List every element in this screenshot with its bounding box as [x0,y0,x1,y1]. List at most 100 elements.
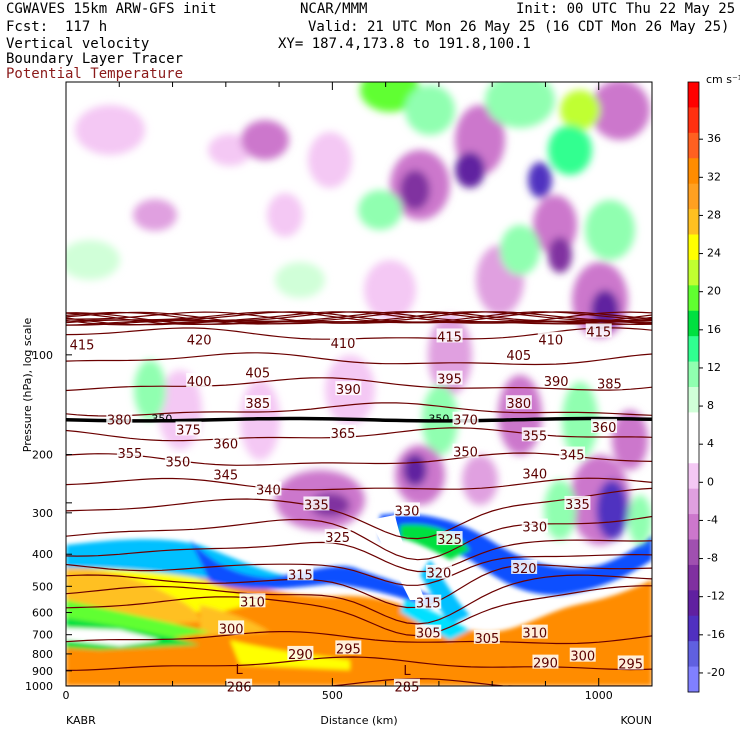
x-tick-label: 0 [63,689,70,702]
theta-label: 385 [597,377,622,392]
label-background [330,424,357,439]
colorbar-swatch [688,590,699,617]
label-background [218,620,245,635]
label-background [521,518,548,533]
model-title: CGWAVES 15km ARW-GFS init [6,1,217,17]
colorbar: 36 32 28 24 20 16 12 8 4 0 -4 -8 -12 -16 -20 [687,81,725,693]
theta-contour [66,477,652,491]
right-endpoint-label: KOUN [620,714,652,727]
label-background [212,466,239,481]
theta-label: 360 [213,437,238,452]
colorbar-swatch [688,564,699,591]
theta-contour [66,311,652,324]
plot-area [66,82,652,686]
y-tick-label: 300 [32,507,53,520]
theta-label: 290 [533,657,558,672]
colorbar-swatch [688,488,699,515]
field-name-vertical-velocity: Vertical velocity [6,36,150,52]
theta-label: 390 [544,375,569,390]
label-background [287,566,314,581]
label-background [116,445,143,460]
label-background [186,373,213,388]
boundary-layer-tracer-field [66,513,652,686]
label-background [425,564,452,579]
colorbar-tick-label: 28 [707,208,721,221]
y-axis-label: Pressure (hPa), log scale [21,318,34,453]
theta-label: 295 [336,642,361,657]
label-background [287,645,314,660]
label-background [473,629,500,644]
theta-label: 335 [304,498,329,513]
theta-label: 340 [522,467,547,482]
colorbar-tick-label: 32 [707,170,721,183]
theta-label: 405 [506,349,531,364]
colorbar-tick-label: 24 [707,247,721,260]
colorbar-swatch [688,412,699,439]
theta-contour [66,564,652,609]
theta-contour [66,311,652,326]
theta-label: 405 [245,366,270,381]
theta-contour [66,539,652,573]
label-background [303,496,330,511]
y-tick-label: 200 [32,449,53,462]
colorbar-swatch [688,463,699,490]
theta-label: 365 [331,427,356,442]
label-background [521,624,548,639]
x-axis-label: Distance (km) [320,714,397,727]
label-background [452,443,479,458]
theta-label: 286 [227,681,252,696]
theta-label: 415 [70,338,95,353]
colorbar-swatch [688,209,699,235]
label-background [68,336,95,351]
theta-label: 305 [416,627,441,642]
colorbar-tick-label: -12 [707,590,725,603]
valid-time: Valid: 21 UTC Mon 26 May 25 (16 CDT Mon … [308,19,730,35]
theta-label: 385 [245,397,270,412]
label-background [617,655,644,670]
colorbar-tick-label: 8 [707,399,714,412]
label-background [324,529,351,544]
y-tick-label: 600 [32,607,53,620]
label-background [559,446,586,461]
theta-contour [66,574,652,625]
theta-label: 345 [560,449,585,464]
theta-label: 355 [118,447,143,462]
theta-label: 300 [570,650,595,665]
colorbar-frame [687,81,700,693]
colorbar-swatch [688,539,699,566]
theta-label: 420 [187,334,212,349]
label-background [591,418,618,433]
y-tick-label: 1000 [25,680,53,693]
colorbar-swatch [688,615,699,642]
theta-label: 315 [288,568,313,583]
label-background [212,435,239,450]
label-background [335,640,362,655]
colorbar-tick-label: -4 [707,513,718,526]
theta-label: 410 [331,337,356,352]
label-background [505,395,532,410]
potential-temperature-labels: 415 420 410 415 410 415 405 405 400 395 390 390 385 3… [68,323,644,696]
label-background [511,559,538,574]
theta-contour [66,631,652,645]
inline-contour-label: 350 [151,413,172,426]
label-background [543,373,570,388]
theta-label: 390 [336,383,361,398]
inline-contour-label: 350 [428,413,449,426]
theta-label: 380 [506,397,531,412]
theta-label: 325 [437,533,462,548]
label-background [244,395,271,410]
theta-label: 320 [512,562,537,577]
theta-label: 355 [522,429,547,444]
low-pressure-label: L [236,663,244,678]
label-background [596,375,623,390]
label-background [330,334,357,349]
theta-label: 375 [176,423,201,438]
label-background [186,331,213,346]
colorbar-unit-label: cm s⁻¹ [706,73,740,86]
theta-label: 305 [474,632,499,647]
y-tick-label: 500 [32,580,53,593]
colorbar-swatch [688,234,699,261]
colorbar-swatch [688,666,699,693]
label-background [532,654,559,669]
theta-label: 380 [107,414,132,429]
